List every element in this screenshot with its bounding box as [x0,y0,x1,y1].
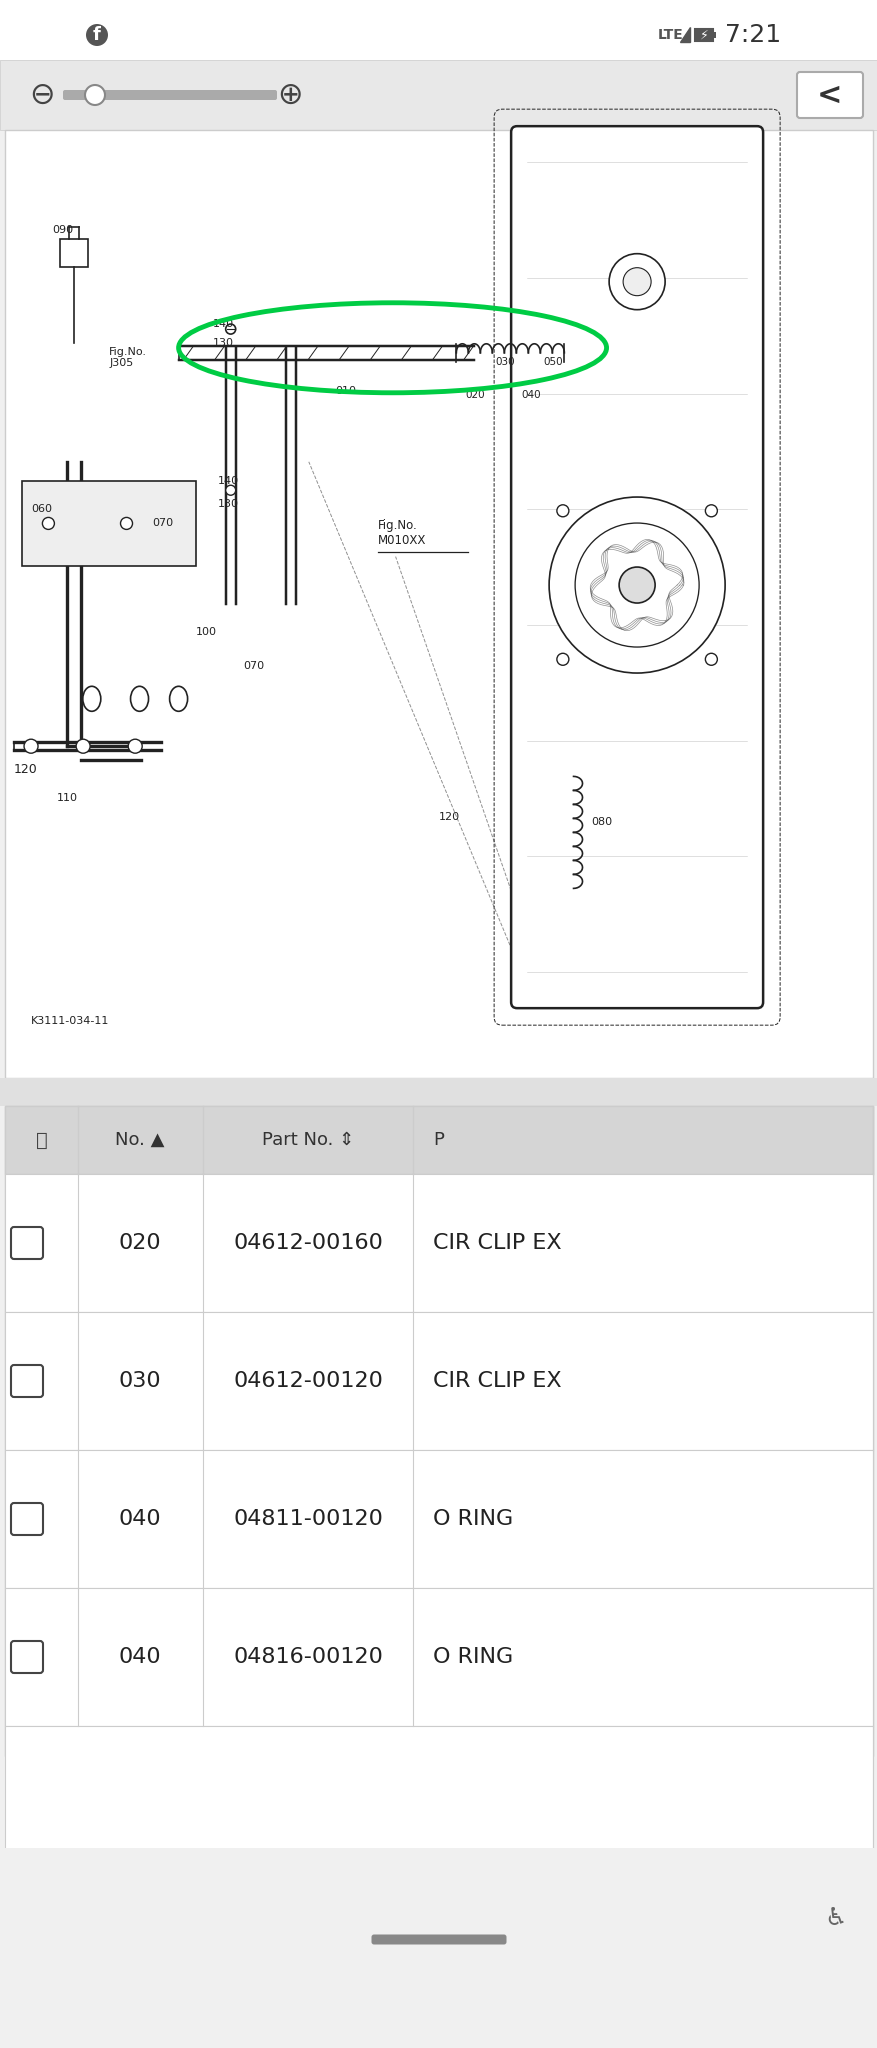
Text: 090: 090 [53,225,74,236]
FancyBboxPatch shape [11,1640,43,1673]
Circle shape [609,254,665,309]
Polygon shape [679,27,689,43]
FancyBboxPatch shape [510,127,762,1008]
FancyBboxPatch shape [11,1503,43,1536]
Bar [5,1726,872,1864]
Text: 04612-00120: 04612-00120 [232,1370,382,1391]
Circle shape [704,504,717,516]
Circle shape [548,498,724,674]
Ellipse shape [169,686,188,711]
Bar [5,1313,872,1450]
Text: 030: 030 [495,356,515,367]
Text: ⊕: ⊕ [277,80,303,109]
Text: 120: 120 [14,764,38,776]
Circle shape [24,739,38,754]
FancyBboxPatch shape [796,72,862,119]
Circle shape [225,324,235,334]
Text: <: < [816,80,842,109]
Circle shape [556,653,568,666]
Text: K3111-034-11: K3111-034-11 [31,1016,110,1026]
Text: 100: 100 [196,627,217,637]
Text: 020: 020 [118,1233,161,1253]
Text: Fig.No.
J305: Fig.No. J305 [109,346,147,369]
Circle shape [225,485,235,496]
Text: 010: 010 [334,385,355,395]
Bar [5,1106,872,1755]
Bar [0,59,877,129]
Text: CIR CLIP EX: CIR CLIP EX [432,1370,561,1391]
Circle shape [618,567,654,602]
Text: 030: 030 [118,1370,161,1391]
Text: 140: 140 [217,475,239,485]
Circle shape [623,268,651,295]
Text: 130: 130 [217,500,239,510]
Text: 040: 040 [118,1647,161,1667]
Bar [5,1587,872,1726]
Circle shape [42,518,54,530]
Bar [0,1106,877,1962]
Text: 070: 070 [244,662,265,670]
Circle shape [128,739,142,754]
Text: 020: 020 [465,391,484,401]
Text: O RING: O RING [432,1647,513,1667]
Text: Fig.No.
M010XX: Fig.No. M010XX [378,518,426,547]
Text: 080: 080 [590,817,611,827]
Text: CIR CLIP EX: CIR CLIP EX [432,1233,561,1253]
Text: 04816-00120: 04816-00120 [232,1647,382,1667]
Bar [695,29,712,41]
Text: P: P [432,1130,444,1149]
FancyBboxPatch shape [371,1935,506,1944]
Ellipse shape [82,686,101,711]
Bar [0,0,877,59]
Ellipse shape [131,686,148,711]
Text: 050: 050 [543,356,562,367]
FancyBboxPatch shape [63,90,276,100]
Circle shape [85,86,105,104]
Text: LTE: LTE [657,29,683,43]
Circle shape [704,653,717,666]
Bar [0,1077,877,1106]
FancyBboxPatch shape [11,1366,43,1397]
Bar [712,33,715,39]
Bar [61,240,89,266]
Circle shape [574,522,698,647]
Text: f: f [93,27,101,43]
Bar [5,129,872,1077]
Text: Part No. ⇕: Part No. ⇕ [261,1130,353,1149]
Text: 040: 040 [118,1509,161,1530]
Text: 7:21: 7:21 [724,23,781,47]
Text: ♿: ♿ [823,1907,845,1929]
Text: 070: 070 [153,518,174,528]
Circle shape [86,25,108,45]
Text: 060: 060 [31,504,52,514]
Text: 130: 130 [213,338,234,348]
Bar [0,1847,877,1962]
Bar [5,1174,872,1313]
FancyBboxPatch shape [11,1227,43,1260]
Circle shape [120,518,132,530]
Circle shape [76,739,90,754]
Text: 140: 140 [213,319,234,330]
Text: 120: 120 [438,813,460,823]
Text: 040: 040 [521,391,540,401]
Polygon shape [22,481,196,565]
Circle shape [556,504,568,516]
Text: ⊖: ⊖ [29,80,54,109]
Text: 🛒: 🛒 [36,1130,48,1149]
Text: 04811-00120: 04811-00120 [232,1509,382,1530]
Text: ⚡: ⚡ [699,29,708,41]
Bar [695,31,711,41]
Text: 110: 110 [57,793,78,803]
Bar [5,1450,872,1587]
Text: 04612-00160: 04612-00160 [232,1233,382,1253]
Text: O RING: O RING [432,1509,513,1530]
Text: No. ▲: No. ▲ [115,1130,165,1149]
Bar [5,1106,872,1174]
